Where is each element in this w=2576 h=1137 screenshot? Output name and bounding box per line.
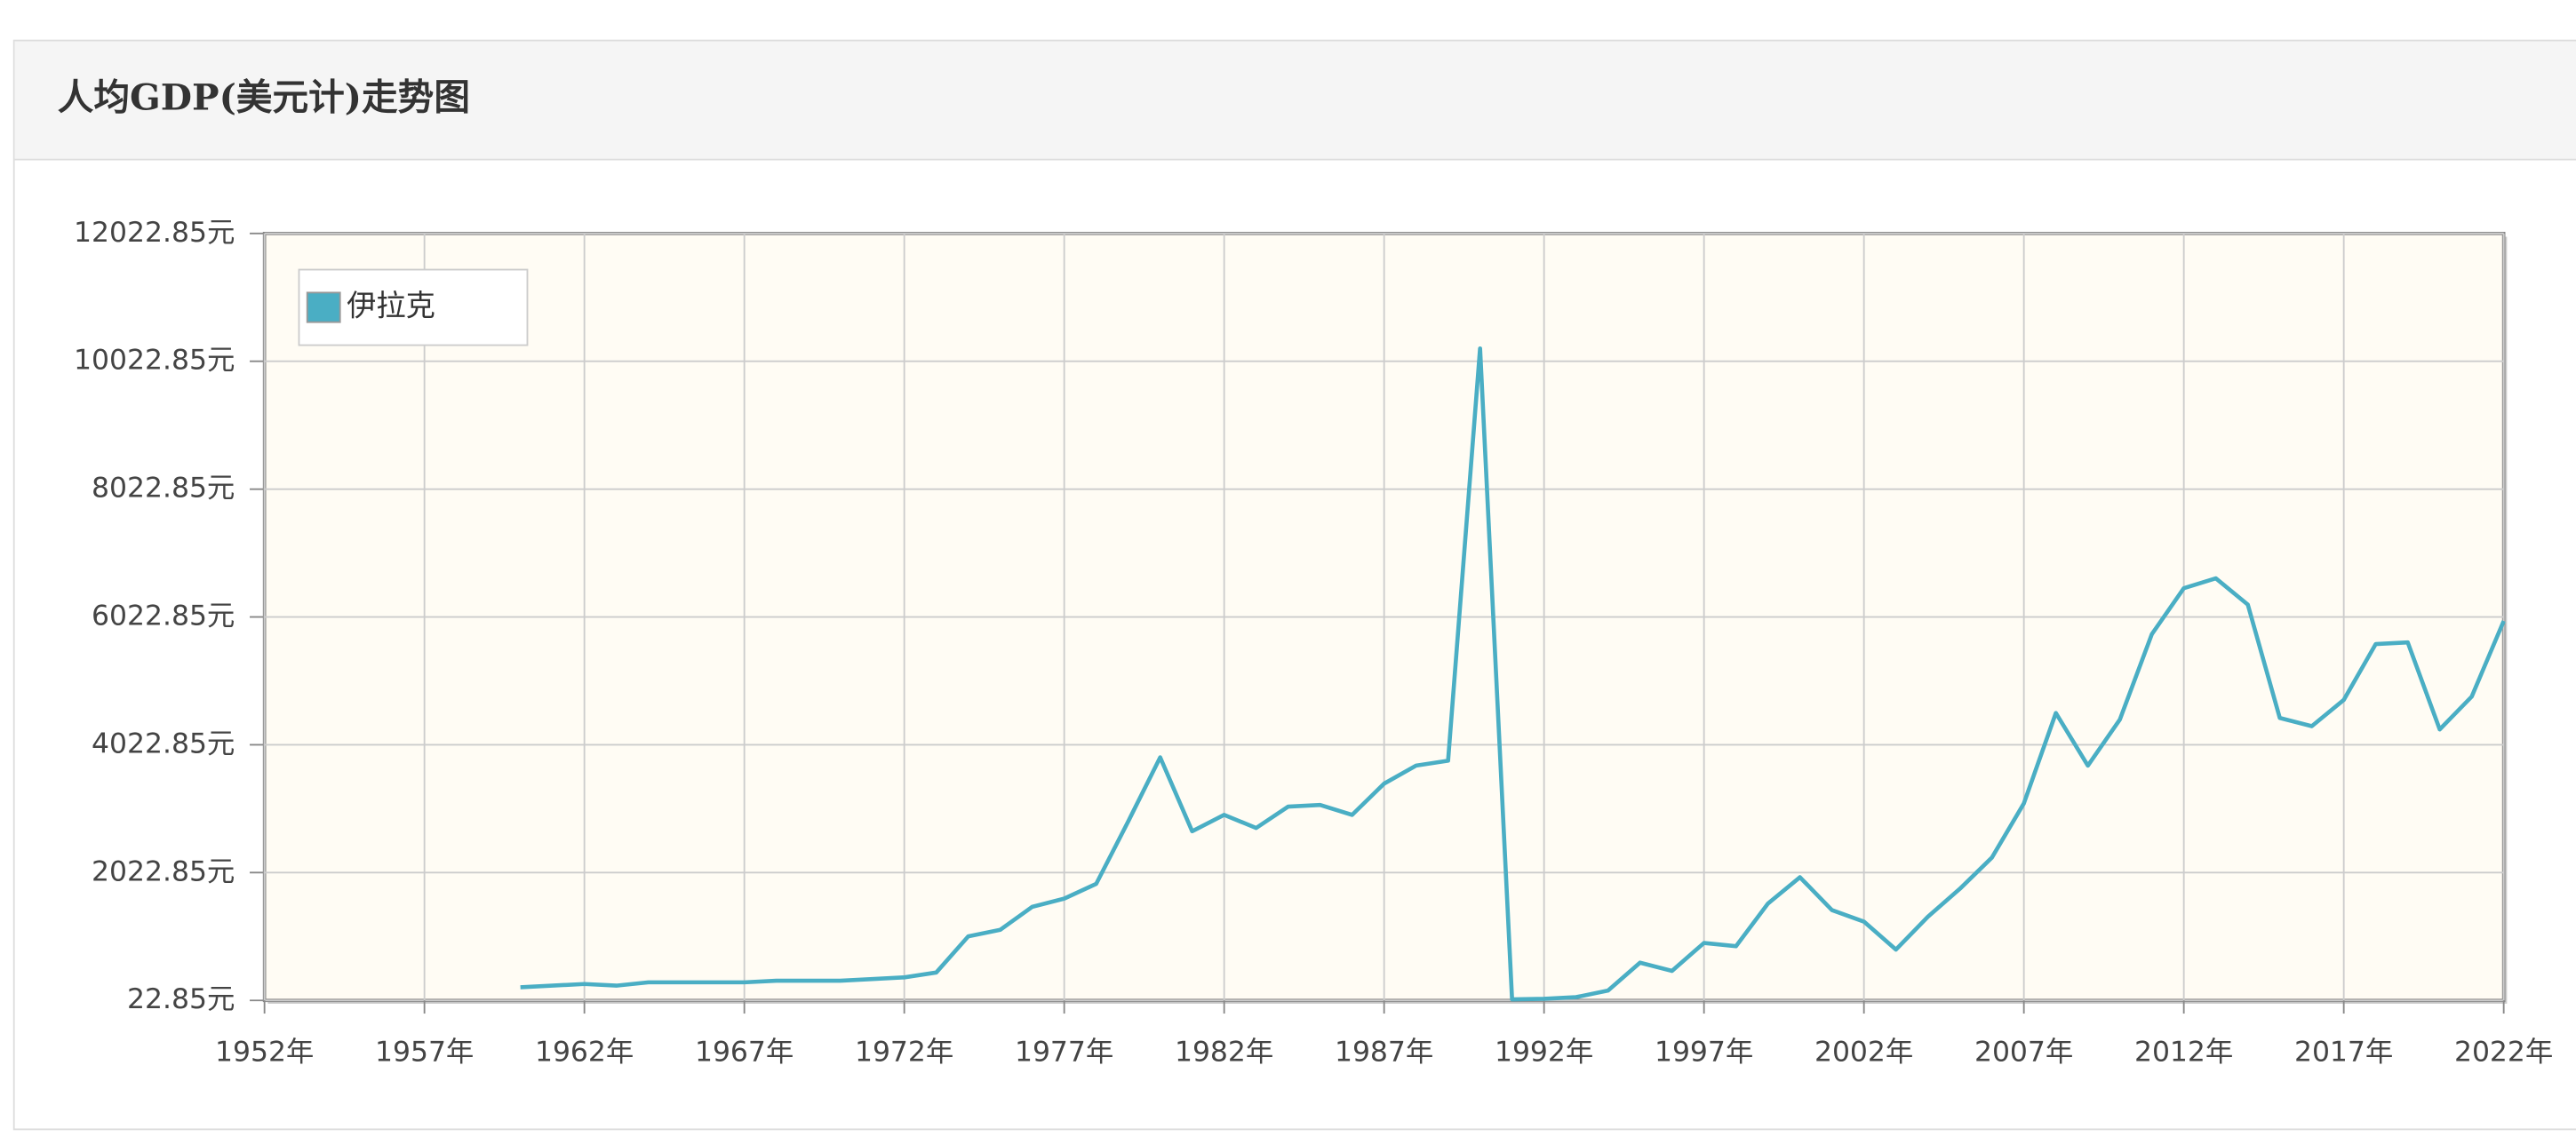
y-tick-label: 2022.85元 bbox=[92, 855, 235, 887]
x-tick-label: 1982年 bbox=[1175, 1036, 1273, 1068]
series-line bbox=[520, 346, 2506, 1002]
legend-swatch bbox=[306, 291, 341, 323]
x-tick-label: 2012年 bbox=[2134, 1036, 2233, 1068]
y-tick-label: 10022.85元 bbox=[74, 345, 235, 377]
panel-header bbox=[14, 41, 2576, 160]
x-tick-label: 2017年 bbox=[2294, 1036, 2393, 1068]
x-tick-label: 1972年 bbox=[855, 1036, 953, 1068]
x-tick-label: 1952年 bbox=[215, 1036, 314, 1068]
chart-title: 人均GDP(美元计)走势图 bbox=[58, 76, 470, 119]
x-tick-label: 2007年 bbox=[1974, 1036, 2073, 1068]
marks bbox=[520, 346, 2506, 1002]
x-tick-label: 1962年 bbox=[535, 1036, 634, 1068]
x-tick-label: 1997年 bbox=[1655, 1036, 1753, 1068]
x-tick-label: 1957年 bbox=[375, 1036, 474, 1068]
y-tick-label: 8022.85元 bbox=[92, 473, 235, 505]
y-tick-label: 6022.85元 bbox=[92, 600, 235, 632]
x-tick-label: 2002年 bbox=[1814, 1036, 1913, 1068]
x-tick-label: 1992年 bbox=[1495, 1036, 1593, 1068]
y-tick-label: 4022.85元 bbox=[92, 728, 235, 759]
legend-label: 伊拉克 bbox=[347, 289, 435, 323]
x-tick-label: 1967年 bbox=[695, 1036, 794, 1068]
x-tick-label: 1987年 bbox=[1335, 1036, 1433, 1068]
legend: 伊拉克 bbox=[298, 268, 529, 346]
y-tick-label: 22.85元 bbox=[127, 983, 235, 1015]
grid: 22.85元 2022.85元 4022.85元 6022.85元 8022.85元 10… bbox=[74, 217, 2553, 1069]
y-tick-label: 12022.85元 bbox=[74, 217, 235, 249]
x-tick-label: 2022年 bbox=[2454, 1036, 2553, 1068]
x-tick-label: 1977年 bbox=[1015, 1036, 1113, 1068]
